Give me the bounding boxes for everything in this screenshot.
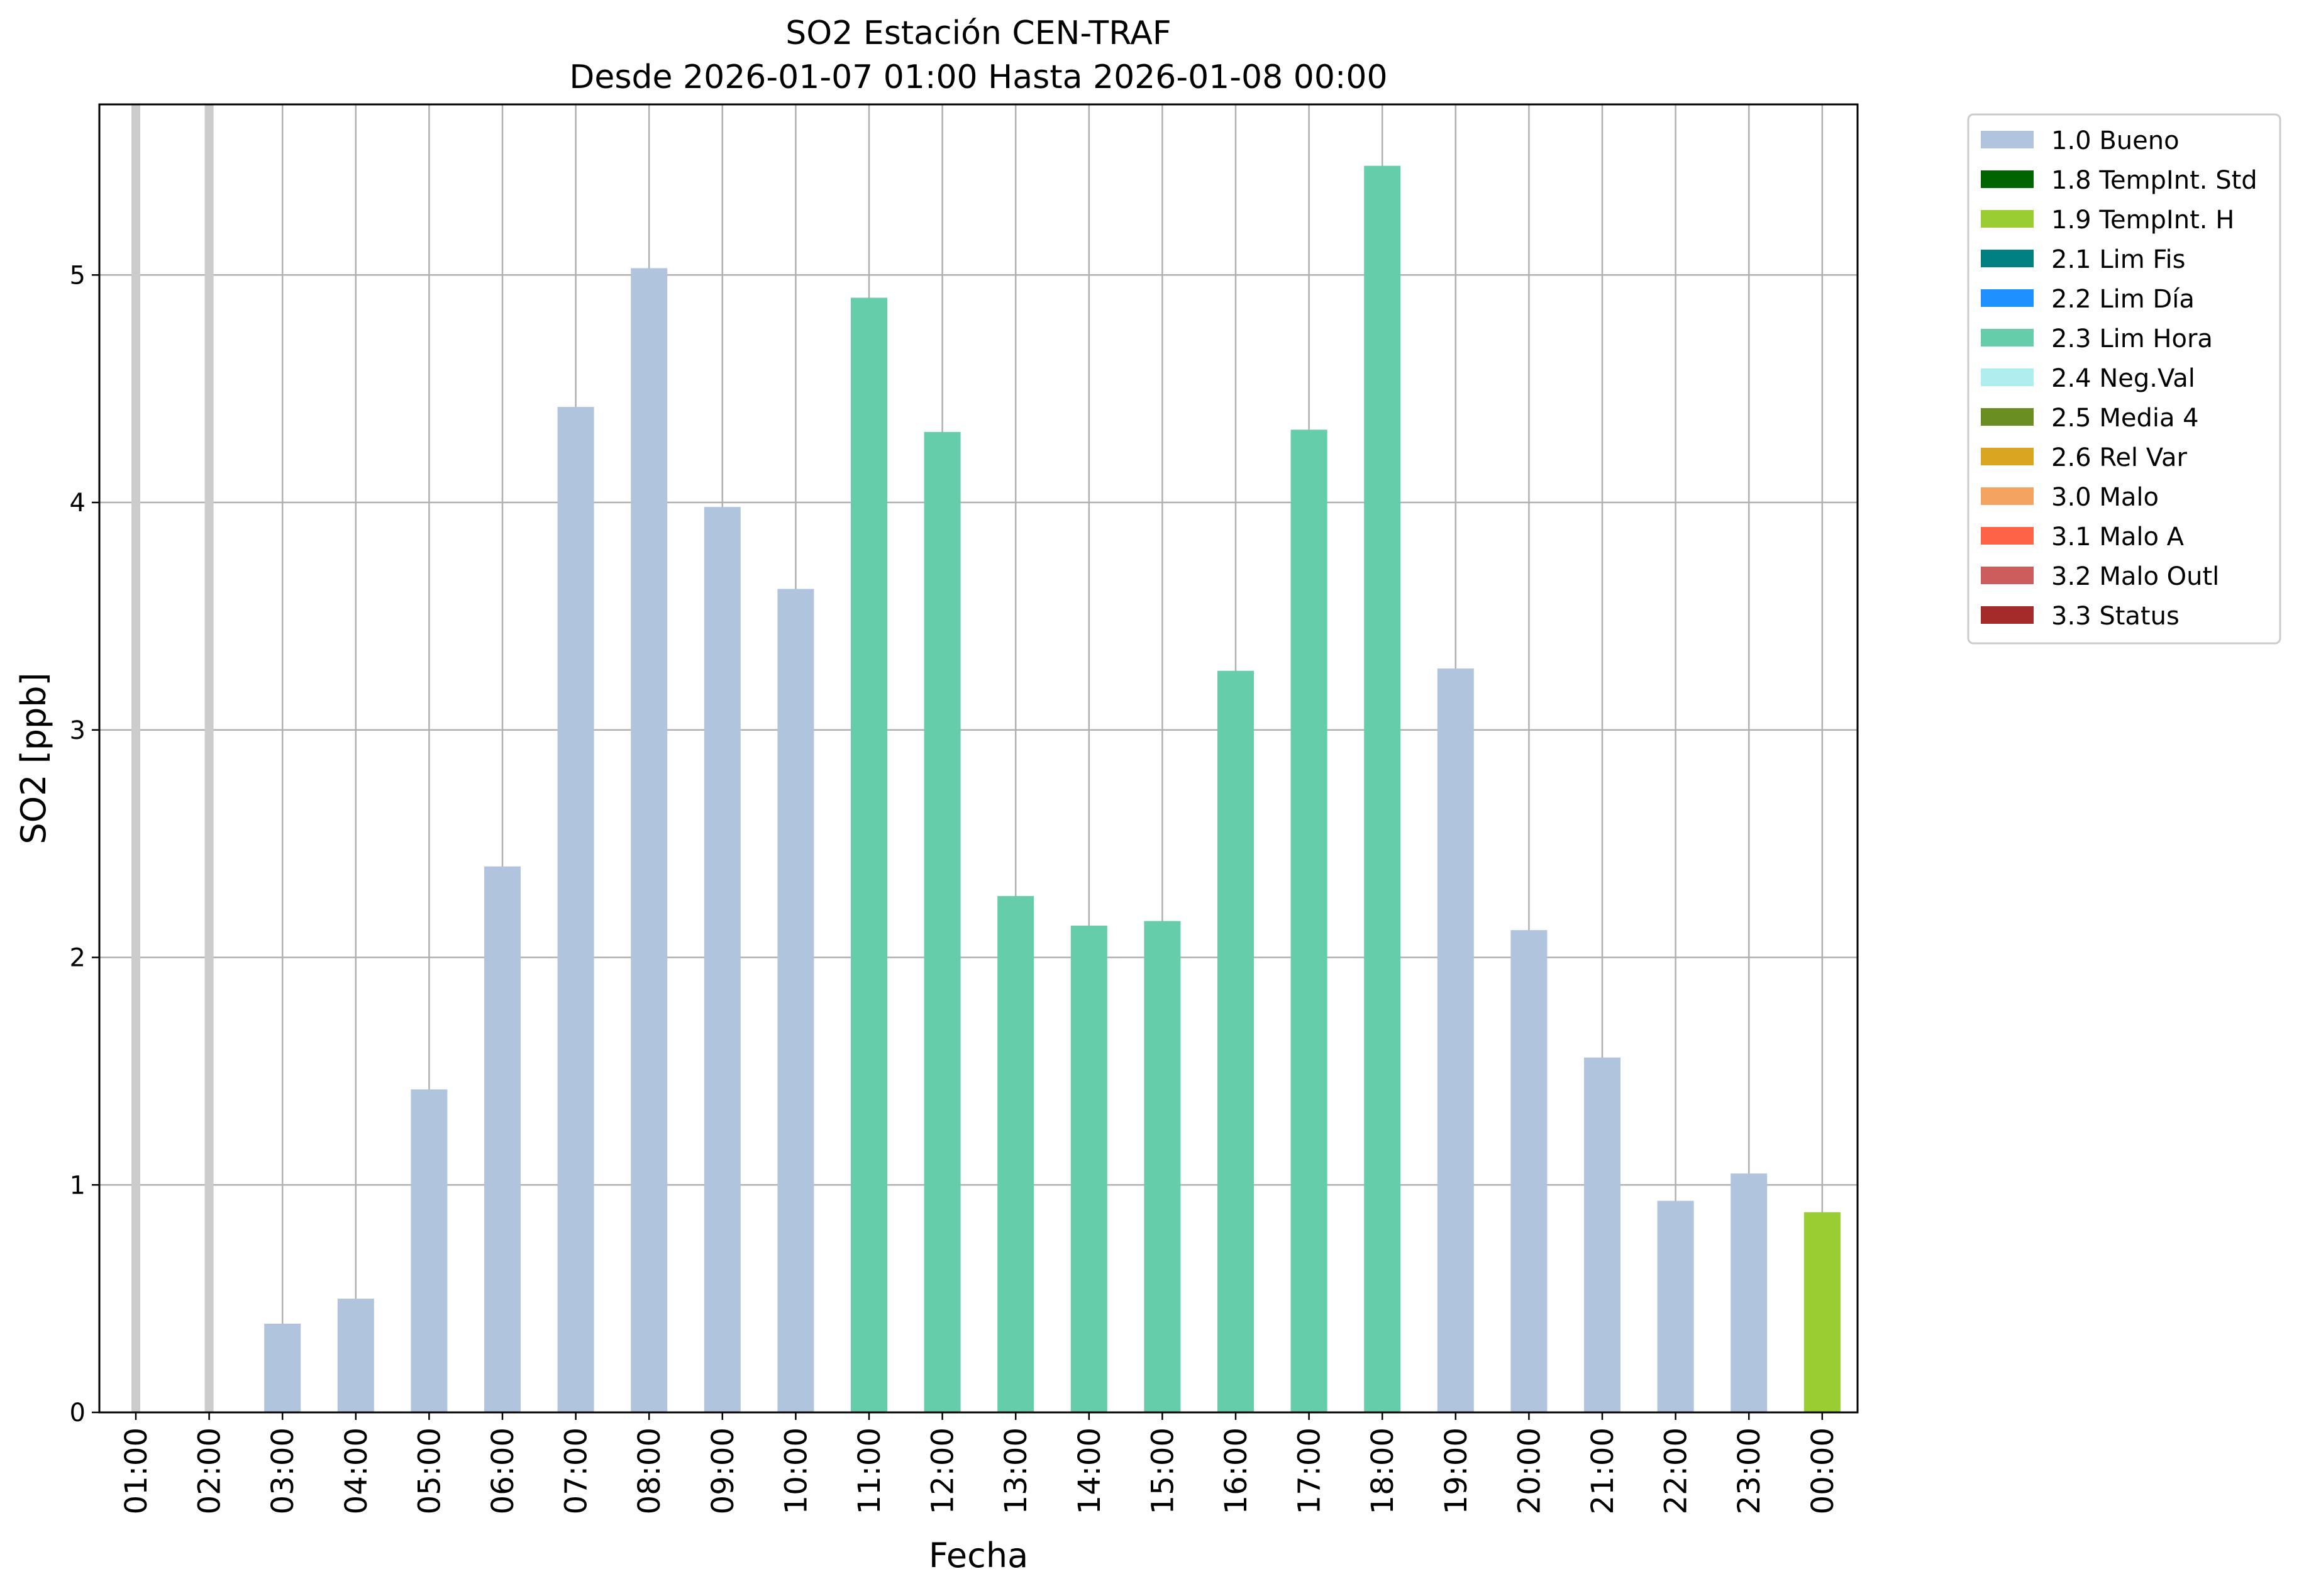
x-tick-label: 09:00 [706, 1427, 741, 1514]
missing-data-marker [204, 104, 214, 1412]
legend-label: 2.5 Media 4 [2051, 404, 2199, 433]
legend-label: 1.0 Bueno [2051, 126, 2180, 155]
bar [1070, 925, 1107, 1412]
legend-label: 1.8 TempInt. Std [2051, 166, 2257, 195]
legend-label: 2.2 Lim Día [2051, 285, 2195, 314]
legend-label: 3.2 Malo Outl [2051, 562, 2219, 591]
legend-swatch [1981, 408, 2034, 426]
x-tick-label: 15:00 [1145, 1427, 1180, 1514]
y-tick-label: 1 [70, 1171, 86, 1200]
legend-swatch [1981, 289, 2034, 307]
legend-swatch [1981, 527, 2034, 545]
x-tick-label: 06:00 [485, 1427, 521, 1514]
y-tick-label: 5 [70, 261, 86, 290]
x-tick-label: 18:00 [1365, 1427, 1400, 1514]
legend-swatch [1981, 487, 2034, 505]
x-tick-label: 05:00 [412, 1427, 447, 1514]
bar [337, 1299, 374, 1412]
bar [411, 1089, 448, 1412]
bar [1584, 1057, 1620, 1412]
legend-swatch [1981, 606, 2034, 624]
bar [1510, 930, 1548, 1412]
x-tick-label: 07:00 [559, 1427, 594, 1514]
x-tick-label: 14:00 [1072, 1427, 1107, 1514]
bar [1217, 670, 1254, 1412]
y-tick-label: 2 [70, 944, 86, 973]
x-tick-label: 19:00 [1439, 1427, 1474, 1514]
bar [264, 1323, 301, 1412]
y-tick-label: 0 [70, 1399, 86, 1427]
bar [851, 297, 887, 1412]
bar [1803, 1212, 1841, 1412]
bar [484, 866, 521, 1412]
x-tick-label: 08:00 [632, 1427, 667, 1514]
legend-swatch [1981, 210, 2034, 228]
bar [1657, 1200, 1694, 1412]
x-tick-label: 16:00 [1219, 1427, 1254, 1514]
x-tick-label: 21:00 [1585, 1427, 1620, 1514]
bar [1437, 668, 1474, 1412]
x-tick-label: 02:00 [192, 1427, 228, 1514]
x-axis-label: Fecha [929, 1536, 1028, 1575]
plot-frame [98, 103, 1859, 1414]
y-tick-label: 3 [70, 716, 86, 745]
bar [1364, 165, 1401, 1412]
y-tick-label: 4 [70, 489, 86, 518]
x-tick-label: 03:00 [265, 1427, 301, 1514]
legend-label: 2.1 Lim Fis [2051, 245, 2185, 274]
bar [704, 507, 741, 1412]
bar [997, 895, 1034, 1412]
x-tick-label: 00:00 [1805, 1427, 1841, 1514]
chart-title-line2: Desde 2026-01-07 01:00 Hasta 2026-01-08 … [569, 58, 1387, 96]
legend-label: 2.6 Rel Var [2051, 443, 2188, 472]
legend-swatch [1981, 131, 2034, 148]
bar [1731, 1173, 1768, 1412]
bar [1290, 429, 1327, 1413]
x-tick-label: 01:00 [119, 1427, 154, 1514]
legend: 1.0 Bueno 1.8 TempInt. Std 1.9 TempInt. H 2… [1967, 113, 2281, 645]
bar [631, 268, 668, 1413]
legend-label: 2.4 Neg.Val [2051, 364, 2195, 393]
x-tick-label: 11:00 [852, 1427, 887, 1514]
legend-label: 3.3 Status [2051, 602, 2180, 631]
bar [924, 431, 961, 1413]
chart-title-line1: SO2 Estación CEN-TRAF [785, 14, 1171, 52]
bars [131, 104, 1841, 1413]
x-tick-label: 12:00 [926, 1427, 961, 1514]
legend-box [1967, 113, 2281, 645]
axis-ticks: 0 1 2 3 4 5 01:00 02:00 03:00 04:00 05:00 06:00 07:0… [70, 261, 1841, 1514]
legend-label: 3.1 Malo A [2051, 523, 2185, 551]
legend-swatch [1981, 448, 2034, 465]
x-tick-label: 13:00 [999, 1427, 1034, 1514]
legend-label: 3.0 Malo [2051, 483, 2159, 512]
legend-swatch [1981, 170, 2034, 188]
y-axis-label: SO2 [ppb] [14, 672, 53, 844]
x-tick-label: 23:00 [1732, 1427, 1767, 1514]
x-tick-label: 10:00 [778, 1427, 814, 1514]
bar [777, 589, 814, 1412]
legend-swatch [1981, 369, 2034, 386]
x-tick-label: 04:00 [339, 1427, 374, 1514]
missing-data-marker [131, 104, 140, 1412]
x-tick-label: 20:00 [1512, 1427, 1547, 1514]
bar [557, 407, 594, 1412]
x-tick-label: 17:00 [1292, 1427, 1327, 1514]
legend-swatch [1981, 329, 2034, 346]
legend-swatch [1981, 567, 2034, 584]
legend-label: 1.9 TempInt. H [2051, 206, 2234, 235]
bar [1144, 921, 1181, 1412]
x-tick-label: 22:00 [1659, 1427, 1694, 1514]
legend-label: 2.3 Lim Hora [2051, 324, 2213, 353]
legend-swatch [1981, 250, 2034, 267]
